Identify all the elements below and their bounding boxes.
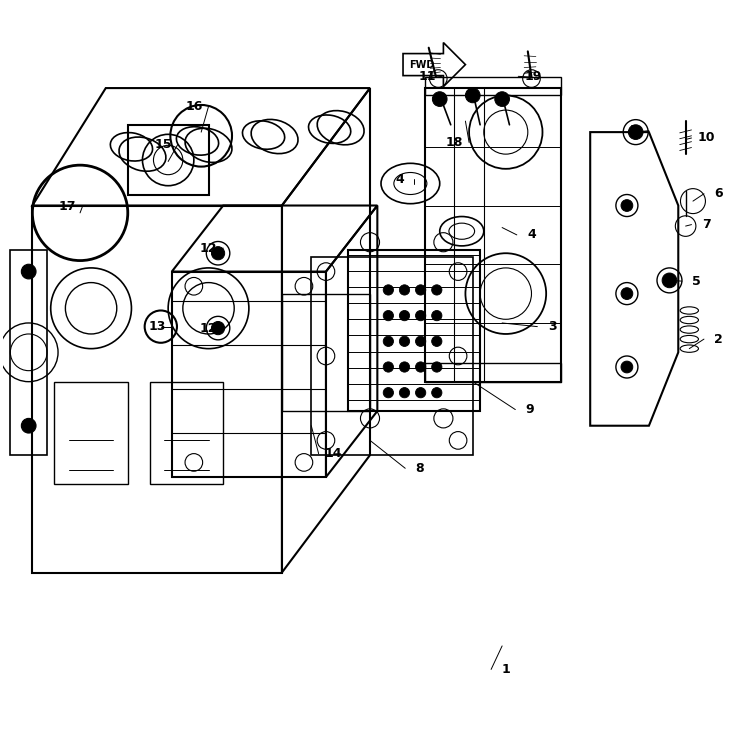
Text: 1: 1 [502, 663, 510, 676]
Text: 5: 5 [692, 275, 701, 288]
Circle shape [431, 310, 442, 321]
Text: 18: 18 [445, 136, 463, 149]
Text: 4: 4 [527, 228, 536, 241]
Circle shape [415, 336, 425, 346]
Circle shape [400, 362, 410, 372]
Circle shape [415, 310, 425, 321]
Circle shape [415, 362, 425, 372]
Circle shape [415, 388, 425, 398]
Text: 10: 10 [697, 131, 715, 145]
Circle shape [415, 285, 425, 295]
Circle shape [21, 264, 36, 279]
Circle shape [432, 92, 447, 106]
Text: FWD: FWD [408, 59, 434, 70]
Text: 17: 17 [59, 200, 76, 214]
Text: 11: 11 [419, 70, 436, 83]
Text: 12: 12 [200, 241, 218, 255]
Circle shape [465, 88, 480, 103]
Circle shape [431, 388, 442, 398]
Text: 16: 16 [185, 100, 203, 113]
Circle shape [383, 362, 394, 372]
Circle shape [431, 285, 442, 295]
Text: 14: 14 [325, 447, 342, 460]
Bar [425, 363, 561, 382]
Bar [149, 382, 223, 484]
Circle shape [431, 336, 442, 346]
Text: 6: 6 [714, 187, 723, 200]
Circle shape [400, 310, 410, 321]
Text: 13: 13 [149, 320, 166, 333]
Text: 2: 2 [714, 333, 723, 346]
Circle shape [400, 336, 410, 346]
Circle shape [621, 361, 633, 373]
Text: 12: 12 [200, 321, 218, 335]
Circle shape [383, 336, 394, 346]
Circle shape [431, 362, 442, 372]
Text: 8: 8 [416, 462, 424, 475]
Text: 9: 9 [525, 403, 534, 416]
Text: 3: 3 [548, 320, 556, 333]
Text: 4: 4 [395, 172, 404, 186]
Bar [282, 294, 370, 411]
Bar [425, 77, 561, 95]
Circle shape [495, 92, 509, 106]
Text: 5: 5 [630, 124, 639, 137]
Text: 15: 15 [154, 138, 172, 151]
Circle shape [383, 310, 394, 321]
Circle shape [21, 418, 36, 433]
Circle shape [400, 388, 410, 398]
Text: 19: 19 [524, 70, 542, 83]
Circle shape [621, 200, 633, 211]
Circle shape [400, 285, 410, 295]
Circle shape [212, 247, 225, 260]
Circle shape [383, 388, 394, 398]
Circle shape [212, 321, 225, 335]
Circle shape [383, 285, 394, 295]
Circle shape [662, 273, 677, 288]
Text: 7: 7 [702, 218, 710, 231]
Circle shape [628, 125, 643, 139]
Bar [128, 125, 209, 195]
Bar [54, 382, 128, 484]
Circle shape [621, 288, 633, 299]
